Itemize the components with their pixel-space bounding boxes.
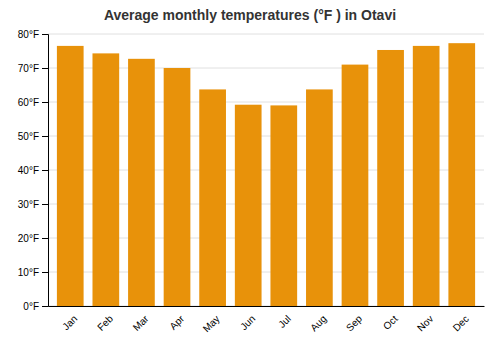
title: Average monthly temperatures (°F ) in Ot…: [104, 7, 396, 23]
y-tick: 50°F: [18, 131, 48, 142]
y-tick-label: 50°F: [18, 131, 39, 142]
plot-area: 0°F 10°F 20°F 30°F 40°F 50°F 60°F 70°F 80°F Jan Fe…: [18, 29, 485, 335]
x-tick-label: Feb: [95, 313, 115, 333]
x-tick: May: [201, 313, 222, 334]
y-tick-mark: [42, 68, 48, 69]
y-axis-line: [42, 35, 49, 307]
y-tick-label: 60°F: [18, 97, 39, 108]
x-tick: Feb: [95, 313, 115, 333]
y-tick-label: 70°F: [18, 63, 39, 74]
x-tick: Apr: [167, 313, 186, 332]
bar: [413, 46, 440, 306]
bar: [57, 46, 84, 306]
y-tick: 40°F: [18, 165, 48, 176]
y-tick: 20°F: [18, 233, 48, 244]
y-tick: 70°F: [18, 63, 48, 74]
bar: [199, 89, 226, 306]
x-axis: Jan Feb Mar Apr May Jun Jul Aug Sep Oct Nov Dec: [49, 307, 485, 335]
x-tick: Jul: [276, 313, 293, 330]
bar: [270, 105, 297, 306]
x-tick-label: Apr: [167, 313, 186, 332]
y-tick-mark: [42, 272, 48, 273]
y-tick: 0°F: [23, 301, 48, 312]
y-tick-mark: [42, 238, 48, 239]
y-tick: 60°F: [18, 97, 48, 108]
y-tick-mark: [42, 34, 48, 35]
x-tick: Jan: [60, 313, 79, 332]
x-tick-label: Nov: [415, 313, 435, 333]
bar: [342, 65, 369, 306]
y-tick-label: 30°F: [18, 199, 39, 210]
y-tick-mark: [42, 204, 48, 205]
y-tick-label: 0°F: [23, 301, 39, 312]
x-tick: Jun: [238, 313, 257, 332]
x-tick: Nov: [415, 313, 435, 333]
x-tick: Aug: [308, 313, 328, 333]
grid: [48, 34, 484, 306]
bar: [128, 59, 155, 306]
x-tick-label: Jul: [276, 313, 293, 330]
y-tick-mark: [42, 136, 48, 137]
bar: [448, 43, 475, 306]
bar: [164, 68, 191, 306]
y-tick-label: 80°F: [18, 29, 39, 40]
grid-line: [48, 34, 484, 35]
x-tick-label: Jan: [60, 313, 79, 332]
x-tick: Mar: [131, 313, 151, 333]
y-tick: 30°F: [18, 199, 48, 210]
bar: [377, 50, 404, 306]
x-tick-label: Mar: [131, 313, 151, 333]
y-tick: 80°F: [18, 29, 48, 40]
x-tick: Dec: [451, 313, 471, 333]
x-tick-label: Sep: [344, 313, 365, 334]
bars: [57, 43, 475, 306]
x-tick: Oct: [381, 313, 400, 332]
x-tick: Sep: [344, 313, 365, 334]
y-tick-label: 10°F: [18, 267, 39, 278]
y-tick: 10°F: [18, 267, 48, 278]
x-axis-line: [49, 306, 485, 307]
y-tick-mark: [42, 306, 48, 307]
x-tick-label: May: [201, 313, 222, 334]
chart: 0°F 10°F 20°F 30°F 40°F 50°F 60°F 70°F 80°F Jan Fe…: [0, 0, 500, 350]
y-tick-label: 40°F: [18, 165, 39, 176]
y-axis: 0°F 10°F 20°F 30°F 40°F 50°F 60°F 70°F 80°F: [18, 29, 49, 312]
x-tick-label: Aug: [308, 313, 328, 333]
x-tick-label: Oct: [381, 313, 400, 332]
x-tick-label: Dec: [451, 313, 471, 333]
bar: [92, 53, 119, 306]
bar: [306, 89, 333, 306]
y-tick-mark: [42, 102, 48, 103]
y-tick-label: 20°F: [18, 233, 39, 244]
x-tick-label: Jun: [238, 313, 257, 332]
bar: [235, 105, 262, 306]
y-tick-mark: [42, 170, 48, 171]
